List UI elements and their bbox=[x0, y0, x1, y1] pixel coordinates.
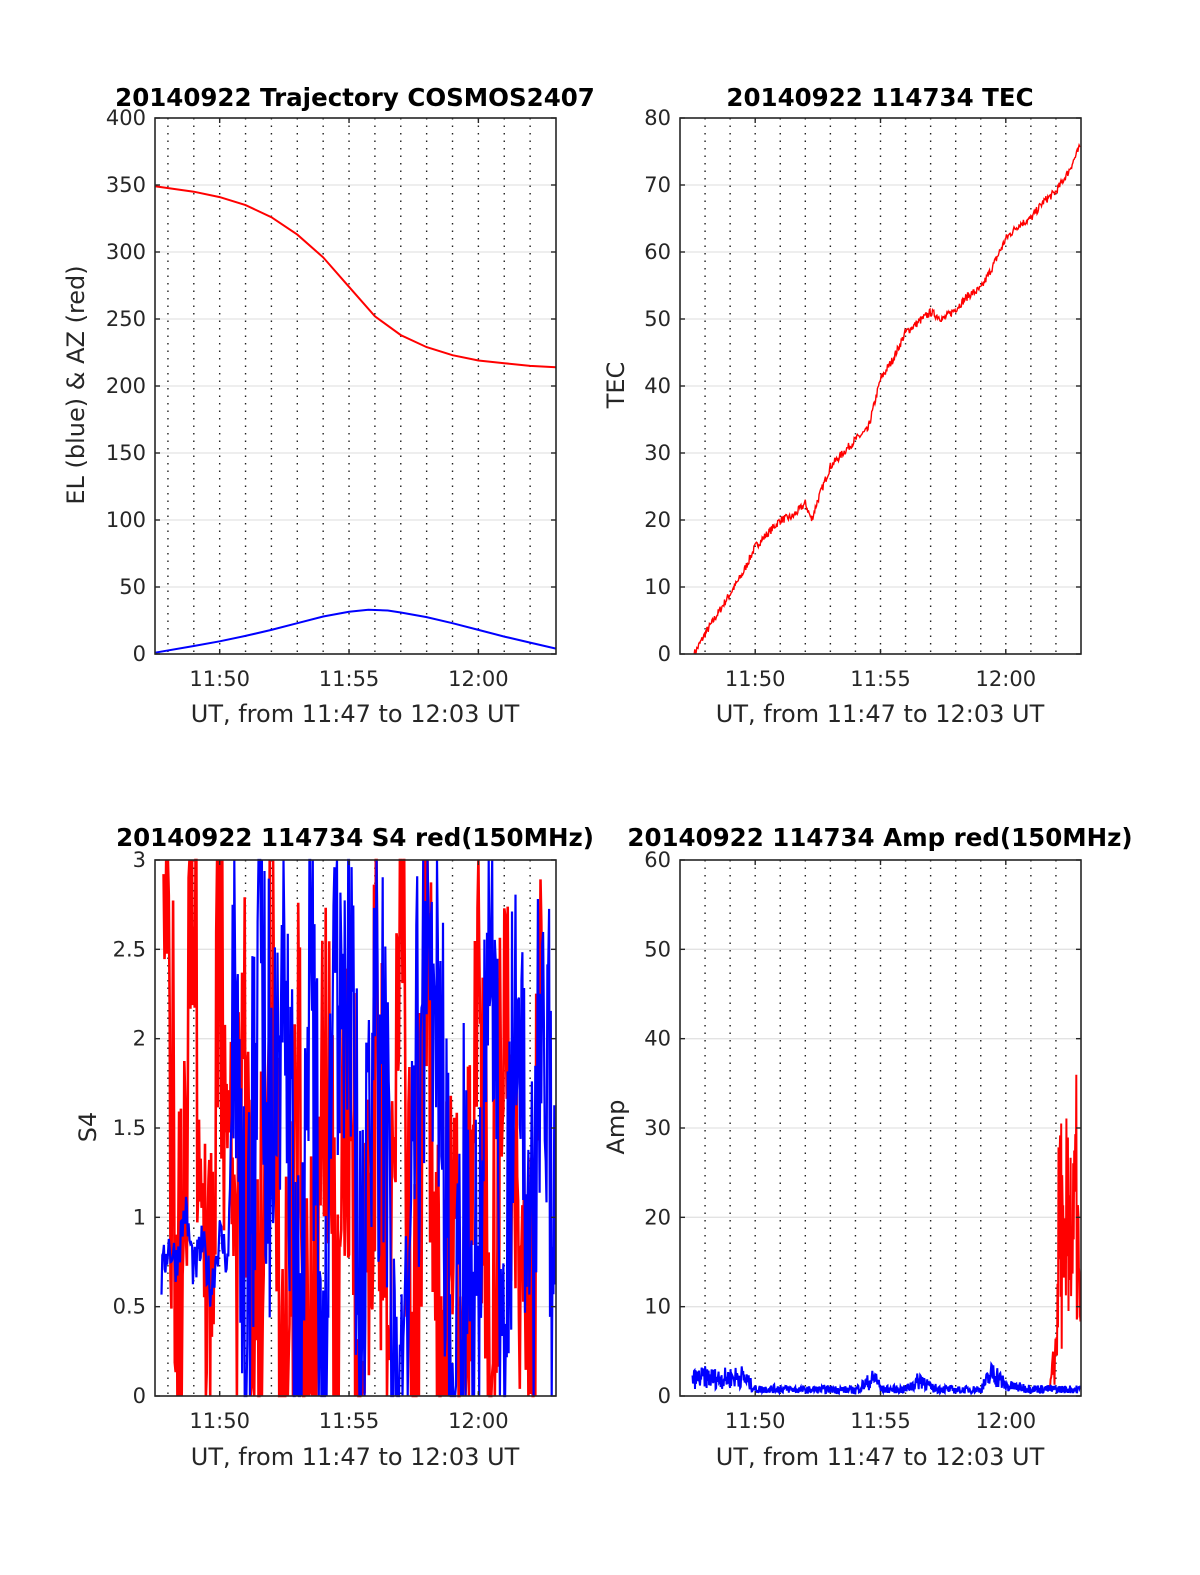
amp-ytick-label: 0 bbox=[658, 1384, 671, 1408]
trajectory-line bbox=[154, 608, 557, 654]
trajectory-ytick-label: 50 bbox=[119, 575, 146, 599]
tec-ytick-label: 20 bbox=[644, 508, 671, 532]
s4-ylabel: S4 bbox=[74, 1112, 102, 1143]
tec-xlabel: UT, from 11:47 to 12:03 UT bbox=[716, 700, 1045, 728]
amp-ytick-label: 20 bbox=[644, 1205, 671, 1229]
tec-panel: 20140922 114734 TEC UT, from 11:47 to 12… bbox=[602, 83, 1045, 728]
tec-ylabel: TEC bbox=[602, 362, 630, 410]
tec-ytick-label: 40 bbox=[644, 374, 671, 398]
trajectory-ytick-label: 350 bbox=[106, 173, 146, 197]
s4-xlabel: UT, from 11:47 to 12:03 UT bbox=[191, 1443, 520, 1471]
amp-ytick-label: 10 bbox=[644, 1295, 671, 1319]
tec-title: 20140922 114734 TEC bbox=[726, 83, 1033, 112]
trajectory-panel: 20140922 Trajectory COSMOS2407 UT, from … bbox=[62, 83, 595, 728]
amp-line bbox=[691, 1361, 1082, 1396]
s4-panel: 20140922 114734 S4 red(150MHz) UT, from … bbox=[74, 823, 594, 1471]
amp-xtick-label: 11:55 bbox=[850, 1409, 911, 1433]
tec-series-0 bbox=[693, 142, 1081, 655]
trajectory-axes: 0 50 100 150 200 250 300 350 400 11:50 11:55 12:00 bbox=[106, 106, 557, 691]
amp-xtick-label: 12:00 bbox=[976, 1409, 1037, 1433]
amp-series-1 bbox=[691, 1361, 1082, 1396]
trajectory-ytick-label: 100 bbox=[106, 508, 146, 532]
s4-line bbox=[162, 858, 544, 1398]
trajectory-ytick-label: 250 bbox=[106, 307, 146, 331]
s4-xtick-label: 11:50 bbox=[189, 1409, 250, 1433]
trajectory-ylabel: EL (blue) & AZ (red) bbox=[62, 265, 90, 504]
s4-ytick-label: 0 bbox=[133, 1384, 146, 1408]
s4-series-1 bbox=[160, 858, 557, 1398]
amp-ylabel: Amp bbox=[602, 1099, 630, 1154]
tec-ytick-label: 70 bbox=[644, 173, 671, 197]
s4-axes: 0 0.5 1 1.5 2 2.5 3 11:50 11:55 12:00 bbox=[113, 848, 557, 1433]
trajectory-ytick-label: 0 bbox=[133, 642, 146, 666]
s4-xtick-label: 11:55 bbox=[319, 1409, 380, 1433]
trajectory-ytick-label: 200 bbox=[106, 374, 146, 398]
amp-ytick-label: 40 bbox=[644, 1027, 671, 1051]
trajectory-xtick-label: 12:00 bbox=[448, 667, 509, 691]
amp-axes: 0 10 20 30 40 50 60 11:50 11:55 12:00 bbox=[644, 848, 1082, 1433]
trajectory-ytick-label: 150 bbox=[106, 441, 146, 465]
tec-xtick-label: 12:00 bbox=[976, 667, 1037, 691]
trajectory-series-1 bbox=[154, 608, 557, 654]
amp-xtick-label: 11:50 bbox=[725, 1409, 786, 1433]
tec-ytick-label: 50 bbox=[644, 307, 671, 331]
tec-line bbox=[693, 142, 1081, 655]
amp-ytick-label: 30 bbox=[644, 1116, 671, 1140]
amp-line bbox=[1048, 1074, 1082, 1388]
s4-ytick-label: 2.5 bbox=[113, 937, 146, 961]
s4-ytick-label: 2 bbox=[133, 1027, 146, 1051]
trajectory-ytick-label: 300 bbox=[106, 240, 146, 264]
trajectory-series-0 bbox=[154, 185, 557, 369]
tec-ytick-label: 0 bbox=[658, 642, 671, 666]
amp-series-0 bbox=[1048, 1074, 1082, 1388]
tec-ytick-label: 80 bbox=[644, 106, 671, 130]
tec-ytick-label: 10 bbox=[644, 575, 671, 599]
trajectory-xtick-label: 11:50 bbox=[189, 667, 250, 691]
trajectory-title: 20140922 Trajectory COSMOS2407 bbox=[115, 83, 595, 112]
tec-ytick-label: 60 bbox=[644, 240, 671, 264]
s4-line bbox=[160, 858, 557, 1398]
s4-xtick-label: 12:00 bbox=[448, 1409, 509, 1433]
trajectory-line bbox=[154, 185, 557, 369]
s4-title: 20140922 114734 S4 red(150MHz) bbox=[116, 823, 594, 852]
amp-title: 20140922 114734 Amp red(150MHz) bbox=[627, 823, 1132, 852]
s4-ytick-label: 1.5 bbox=[113, 1116, 146, 1140]
amp-ytick-label: 60 bbox=[644, 848, 671, 872]
s4-ytick-label: 0.5 bbox=[113, 1295, 146, 1319]
tec-xtick-label: 11:55 bbox=[850, 667, 911, 691]
tec-axes: 0 10 20 30 40 50 60 70 80 11:50 11:55 12:00 bbox=[644, 106, 1082, 691]
amp-ytick-label: 50 bbox=[644, 937, 671, 961]
s4-ytick-label: 3 bbox=[133, 848, 146, 872]
amp-panel: 20140922 114734 Amp red(150MHz) UT, from… bbox=[602, 823, 1133, 1471]
trajectory-ytick-label: 400 bbox=[106, 106, 146, 130]
tec-ytick-label: 30 bbox=[644, 441, 671, 465]
amp-xlabel: UT, from 11:47 to 12:03 UT bbox=[716, 1443, 1045, 1471]
s4-series-0 bbox=[162, 858, 544, 1398]
trajectory-xlabel: UT, from 11:47 to 12:03 UT bbox=[191, 700, 520, 728]
trajectory-xtick-label: 11:55 bbox=[319, 667, 380, 691]
tec-xtick-label: 11:50 bbox=[725, 667, 786, 691]
s4-ytick-label: 1 bbox=[133, 1205, 146, 1229]
